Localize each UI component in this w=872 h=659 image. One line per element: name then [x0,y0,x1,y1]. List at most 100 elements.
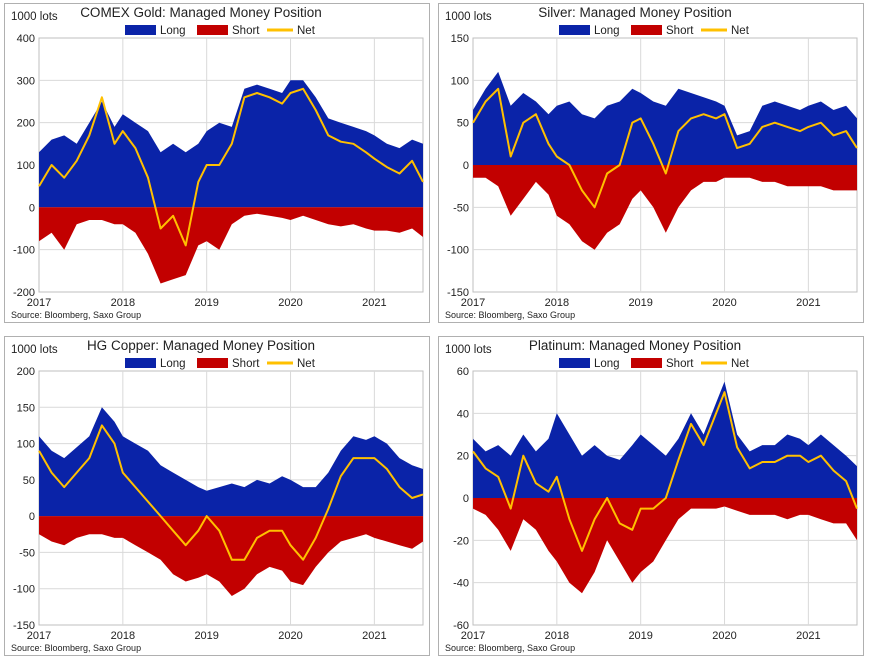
silver-chart-panel: Silver: Managed Money Position 1000 lots L… [438,3,864,323]
legend-swatch-short [631,358,662,368]
legend-swatch-long [125,25,156,35]
chart-title: HG Copper: Managed Money Position [87,338,315,353]
y-tick-label: 0 [463,493,469,505]
x-tick-label: 2020 [278,630,302,642]
copper-chart-panel: HG Copper: Managed Money Position 1000 lo… [4,336,430,656]
y-unit-label: 1000 lots [11,344,58,356]
series-long-area [39,407,423,517]
x-tick-label: 2018 [545,297,569,309]
y-tick-label: 0 [29,202,35,214]
x-tick-label: 2021 [796,630,820,642]
x-tick-label: 2018 [111,297,135,309]
y-tick-label: 0 [463,160,469,172]
legend-item-net: Net [701,25,750,37]
legend-swatch-short [631,25,662,35]
y-tick-label: 100 [17,439,35,451]
y-tick-label: -40 [453,578,469,590]
y-tick-label: 150 [451,33,469,45]
y-tick-label: -60 [453,620,469,632]
series-short-area [473,498,857,594]
y-tick-label: -100 [13,584,35,596]
legend-item-long: Long [125,25,186,37]
series-net-line [472,87,858,209]
y-tick-label: 50 [23,475,35,487]
source-note: Source: Bloomberg, Saxo Group [11,643,141,653]
y-tick-label: 150 [17,402,35,414]
x-tick-label: 2018 [111,630,135,642]
y-tick-label: -20 [453,535,469,547]
legend-label: Short [232,358,260,370]
legend-label: Net [731,25,750,37]
series-long-area [473,381,857,498]
y-tick-label: -100 [447,245,469,257]
legend-item-short: Short [631,358,694,370]
legend-label: Short [666,358,694,370]
legend-label: Net [731,358,750,370]
silver-chart-svg: Silver: Managed Money Position 1000 lots L… [445,5,858,320]
y-tick-label: 100 [451,75,469,87]
legend-item-long: Long [125,358,186,370]
legend-swatch-long [559,358,590,368]
legend-item-long: Long [559,358,620,370]
x-tick-label: 2019 [628,297,652,309]
gold-chart-svg: COMEX Gold: Managed Money Position 1000 l… [11,5,424,320]
legend-swatch-long [125,358,156,368]
y-tick-label: 300 [17,75,35,87]
x-tick-label: 2019 [628,630,652,642]
x-tick-label: 2021 [362,297,386,309]
y-tick-label: -50 [453,202,469,214]
x-tick-label: 2018 [545,630,569,642]
y-unit-label: 1000 lots [445,11,492,23]
legend-item-net: Net [267,358,316,370]
y-tick-label: 0 [29,511,35,523]
legend-swatch-long [559,25,590,35]
x-tick-label: 2017 [461,297,485,309]
legend-item-short: Short [197,358,260,370]
series-short-area [473,165,857,250]
y-tick-label: -50 [19,547,35,559]
series-short-area [39,207,423,284]
y-tick-label: 20 [457,451,469,463]
legend-label: Long [160,25,186,37]
legend-item-short: Short [631,25,694,37]
platinum-chart-svg: Platinum: Managed Money Position 1000 lot… [445,338,858,653]
y-tick-label: 200 [17,118,35,130]
legend-label: Long [594,358,620,370]
legend-item-net: Net [267,25,316,37]
y-tick-label: 200 [17,366,35,378]
legend-label: Net [297,25,316,37]
legend-label: Short [666,25,694,37]
y-tick-label: -150 [13,620,35,632]
legend-label: Net [297,358,316,370]
chart-title: COMEX Gold: Managed Money Position [80,5,322,20]
legend-label: Long [160,358,186,370]
x-tick-label: 2019 [194,297,218,309]
series-net-line [38,424,424,561]
y-tick-label: -200 [13,287,35,299]
y-tick-label: -150 [447,287,469,299]
x-tick-label: 2017 [461,630,485,642]
y-unit-label: 1000 lots [11,11,58,23]
copper-chart-svg: HG Copper: Managed Money Position 1000 lo… [11,338,424,653]
legend-swatch-short [197,25,228,35]
chart-title: Platinum: Managed Money Position [529,338,741,353]
source-note: Source: Bloomberg, Saxo Group [11,310,141,320]
y-tick-label: 50 [457,118,469,130]
x-tick-label: 2021 [796,297,820,309]
x-tick-label: 2020 [712,297,736,309]
y-tick-label: 40 [457,408,469,420]
x-tick-label: 2020 [278,297,302,309]
y-tick-label: 100 [17,160,35,172]
legend-label: Long [594,25,620,37]
series-net-line [472,391,858,552]
legend-swatch-short [197,358,228,368]
source-note: Source: Bloomberg, Saxo Group [445,643,575,653]
x-tick-label: 2019 [194,630,218,642]
y-tick-label: -100 [13,245,35,257]
source-note: Source: Bloomberg, Saxo Group [445,310,575,320]
x-tick-label: 2021 [362,630,386,642]
platinum-chart-panel: Platinum: Managed Money Position 1000 lot… [438,336,864,656]
y-unit-label: 1000 lots [445,344,492,356]
y-tick-label: 60 [457,366,469,378]
legend-item-net: Net [701,358,750,370]
